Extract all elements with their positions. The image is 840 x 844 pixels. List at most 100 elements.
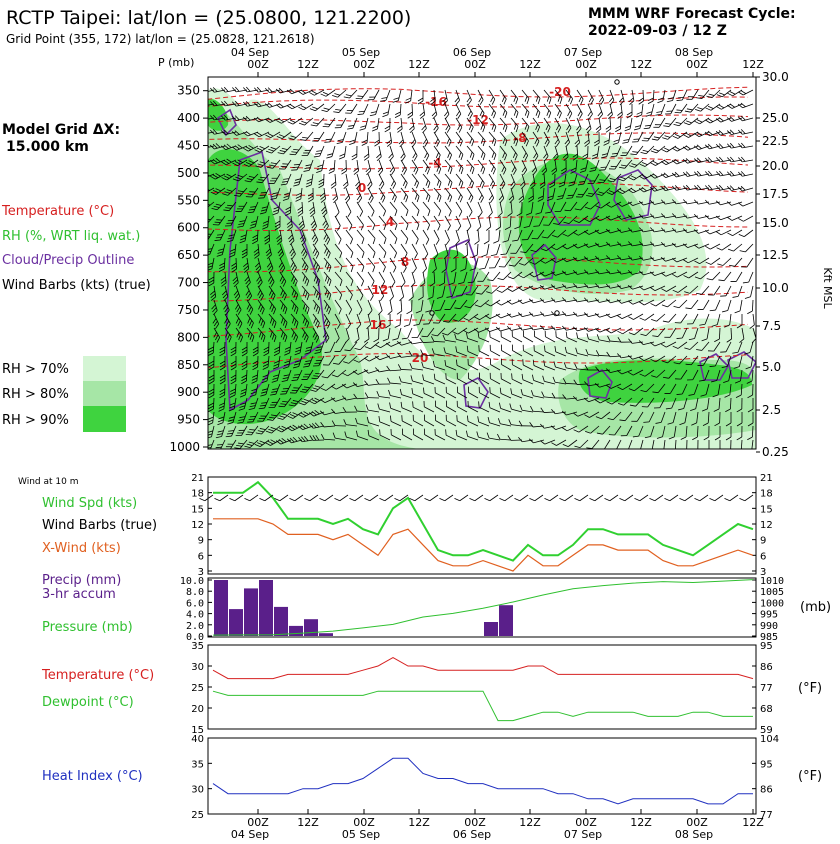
barb-shaft: [339, 104, 346, 113]
barb-feather: [615, 129, 620, 132]
barb-feather: [708, 292, 714, 297]
barb-feather: [397, 311, 402, 314]
barb-feather: [675, 110, 681, 115]
barb-shaft: [445, 216, 451, 226]
wind-barb: [323, 115, 335, 129]
wind-barb: [329, 160, 335, 174]
barb-feather: [595, 312, 599, 318]
marker-dot: [615, 80, 619, 84]
wind-barb: [362, 132, 368, 146]
wind-tick-right: 21: [760, 473, 773, 484]
sfc-wind-barb: [514, 491, 528, 503]
wind-barb: [484, 188, 494, 203]
barb-shaft: [390, 272, 395, 282]
barb-feather: [670, 451, 675, 454]
barb-shaft: [485, 258, 489, 268]
wind-barb: [485, 132, 498, 146]
barb-feather: [323, 124, 329, 129]
barb-shaft: [401, 202, 408, 210]
top-hour-label: 00Z: [353, 58, 375, 71]
barb-feather: [385, 126, 390, 129]
sfc-barb-feather: [424, 497, 429, 503]
barb-feather: [373, 125, 378, 129]
wind-speed-line: [213, 482, 753, 560]
barb-feather: [489, 265, 495, 270]
sfc-barb-feather: [214, 497, 219, 503]
temperature-contour-label: 4: [386, 215, 394, 229]
wind-barb: [674, 296, 687, 309]
barb-feather: [358, 211, 364, 216]
wind-barb: [353, 216, 365, 230]
barb-shaft: [423, 230, 429, 239]
barb-feather: [543, 331, 548, 337]
wind-barb: [312, 129, 324, 143]
barb-shaft: [357, 230, 364, 239]
wind-barb: [419, 244, 430, 259]
wind-panel-title: Wind at 10 m: [18, 477, 78, 487]
wind-barb: [738, 113, 753, 121]
wind-barb: [352, 160, 359, 175]
sfc-barb-shaft: [505, 495, 513, 501]
barb-shaft: [577, 90, 583, 99]
pressure-axis-label: P (mb): [158, 56, 194, 69]
wind-barb: [518, 104, 531, 118]
legend-rh80: RH > 80%: [2, 387, 69, 402]
barb-shaft: [656, 146, 665, 153]
barb-shaft: [645, 160, 654, 166]
wind-barb: [452, 132, 464, 146]
pressure-tick-label: 750: [177, 303, 200, 317]
barb-shaft: [467, 188, 473, 197]
wind-barb: [722, 299, 731, 314]
barb-shaft: [401, 272, 405, 282]
barb-shaft: [326, 90, 335, 96]
wind-barb: [463, 132, 476, 146]
wind-barb: [385, 160, 395, 175]
barb-shaft: [401, 230, 408, 239]
wind-barb: [684, 114, 698, 127]
barb-feather: [628, 315, 633, 321]
barb-shaft: [533, 104, 540, 113]
barb-shaft: [379, 272, 385, 281]
barb-feather: [335, 125, 341, 130]
barb-feather: [456, 226, 462, 231]
barb-shaft: [478, 202, 482, 212]
barb-shaft: [353, 118, 357, 128]
wind-barb: [385, 146, 394, 161]
barb-shaft: [620, 118, 621, 129]
barb-shaft: [489, 146, 496, 155]
wind-barb: [451, 230, 460, 245]
barb-feather: [644, 126, 650, 131]
barb-shaft: [332, 146, 335, 157]
pressure-tick-label: 500: [177, 166, 200, 180]
barb-shaft: [691, 104, 698, 112]
barb-shaft: [363, 104, 368, 114]
sfc-barb-feather: [394, 497, 399, 503]
pressure-tick-label: 600: [177, 221, 200, 235]
sfc-barb-shaft: [520, 495, 528, 501]
barb-shaft: [743, 202, 753, 206]
barb-feather: [404, 324, 410, 328]
wind-barb: [386, 230, 399, 244]
barb-shaft: [740, 300, 742, 311]
barb-feather: [564, 332, 569, 338]
barb-feather: [720, 294, 726, 299]
wind-barb: [685, 101, 698, 115]
barb-shaft: [335, 230, 341, 239]
barb-shaft: [490, 351, 500, 356]
barb-shaft: [456, 146, 463, 155]
barb-feather: [704, 451, 709, 454]
barb-feather: [488, 212, 494, 216]
barb-feather: [349, 253, 355, 258]
legend-rh: RH (%, WRT liq. wat.): [2, 229, 140, 244]
barb-feather: [412, 335, 418, 340]
wind-barb: [386, 202, 399, 216]
barb-shaft: [478, 216, 481, 227]
barb-feather: [202, 101, 206, 106]
wind-barb: [396, 286, 404, 301]
pressure-tick-label: 700: [177, 276, 200, 290]
barb-shaft: [329, 118, 335, 127]
wind-barb: [694, 211, 709, 219]
wind-barb: [727, 197, 742, 206]
wind-tick-right: 6: [760, 551, 766, 562]
sfc-barb-feather: [334, 497, 339, 503]
